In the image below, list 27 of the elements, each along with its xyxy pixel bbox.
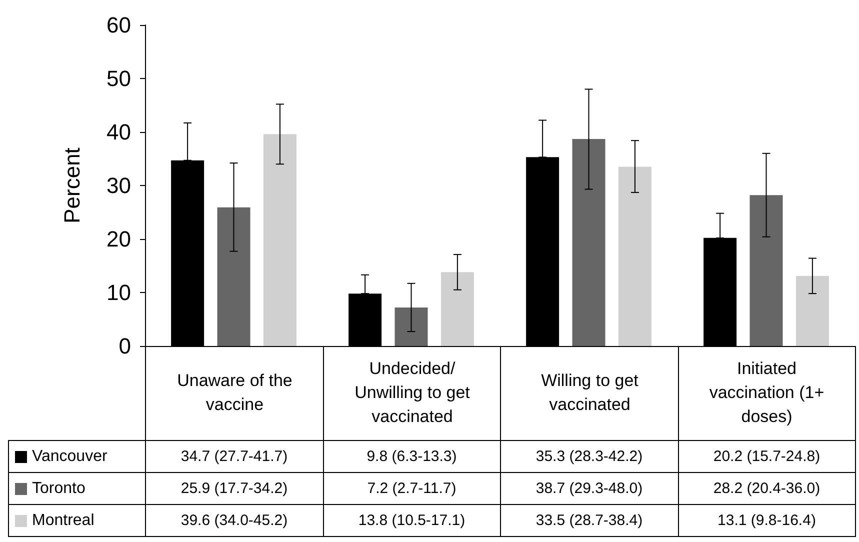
data-label: 25.9 (17.7-34.2) [145, 472, 324, 505]
y-tick-label: 60 [106, 12, 131, 38]
x-tick-label: Willing to get vaccinated [500, 346, 678, 441]
y-axis-title: Percent [60, 148, 84, 224]
data-label: 33.5 (28.7-38.4) [500, 504, 678, 537]
data-label: 13.1 (9.8-16.4) [678, 504, 856, 537]
data-label: 20.2 (15.7-24.8) [678, 440, 856, 473]
y-tick-label: 20 [106, 226, 131, 252]
data-label: 35.3 (28.3-42.2) [500, 440, 678, 473]
data-label: 13.8 (10.5-17.1) [322, 504, 501, 537]
data-label: 39.6 (34.0-45.2) [145, 504, 324, 537]
x-tick-label: Unaware of the vaccine [145, 346, 324, 441]
y-tick-label: 40 [106, 120, 131, 144]
data-label: 28.2 (20.4-36.0) [678, 472, 856, 505]
legend-label: Toronto [32, 480, 86, 498]
x-tick-label: Initiated vaccination (1+ doses) [678, 346, 856, 441]
data-label: 7.2 (2.7-11.7) [322, 472, 501, 505]
data-label: 38.7 (29.3-48.0) [500, 472, 678, 505]
x-tick-label: Undecided/ Unwilling to get vaccinated [322, 346, 501, 441]
y-tick-label: 0 [118, 334, 131, 358]
y-tick-label: 10 [106, 280, 131, 305]
data-label: 9.8 (6.3-13.3) [322, 440, 501, 473]
legend-label: Montreal [32, 512, 94, 530]
y-tick-label: 30 [106, 173, 131, 198]
data-label: 34.7 (27.7-41.7) [145, 440, 324, 473]
y-tick-label: 50 [106, 66, 131, 91]
legend-label: Vancouver [32, 448, 108, 466]
